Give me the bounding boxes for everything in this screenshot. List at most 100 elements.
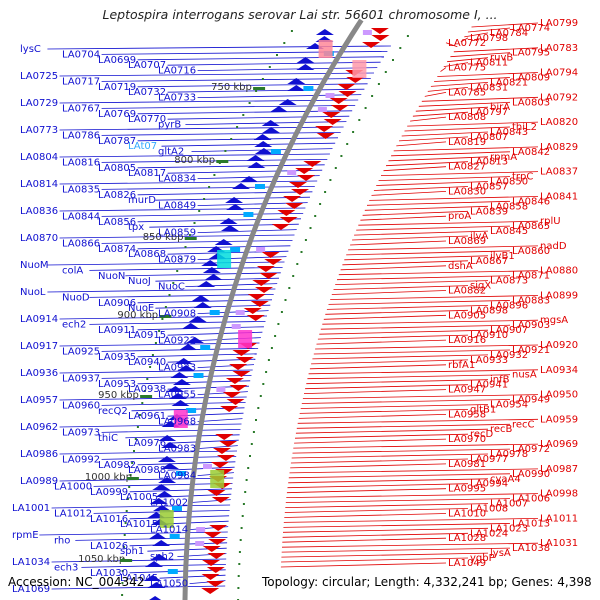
- connector-right: [348, 245, 539, 251]
- gene-label-left: LA0844: [62, 211, 100, 222]
- gene-label-right: LA0808: [448, 112, 486, 123]
- gene-label-right: LA0883: [512, 295, 550, 306]
- feature-reverse: [197, 281, 216, 287]
- gene-label-left: LA0989: [20, 476, 58, 487]
- gene-label-right: LA0998: [540, 489, 578, 500]
- gene-label-right: LA0784: [490, 28, 528, 39]
- scale-dot: [151, 354, 154, 356]
- feature-forward: [235, 357, 254, 363]
- feature-reverse: [143, 575, 162, 581]
- connector-left: [101, 105, 356, 109]
- feature-reverse: [145, 561, 164, 567]
- kbp-tick-label: 850 kbp: [143, 232, 184, 243]
- gene-label-left: LA0805: [98, 163, 136, 174]
- scale-dot: [352, 131, 355, 133]
- feature-forward: [246, 315, 265, 321]
- connector-right: [285, 503, 489, 508]
- scale-dot: [346, 143, 349, 145]
- connector-right: [293, 443, 539, 449]
- scale-dot: [242, 114, 245, 116]
- connector-left: [167, 61, 381, 66]
- feature-block: [203, 464, 212, 469]
- scale-dot: [244, 491, 247, 493]
- connector-right: [369, 196, 539, 201]
- connector-left: [101, 78, 371, 82]
- connector-right: [311, 359, 469, 365]
- gene-label-right: rbfA1: [448, 360, 475, 371]
- scale-dot: [125, 510, 128, 512]
- scale-dot: [283, 42, 286, 44]
- scale-dot: [284, 299, 287, 301]
- feature-reverse: [160, 463, 179, 469]
- scale-dot: [161, 318, 164, 320]
- connector-right: [460, 37, 469, 43]
- connector-right: [364, 205, 489, 211]
- connector-right: [323, 314, 447, 320]
- gene-label-right: LA0981: [448, 459, 486, 470]
- feature-forward: [371, 35, 390, 41]
- feature-forward: [297, 175, 316, 181]
- gene-label-right: LA0905: [448, 310, 486, 321]
- gene-label-right: LA0819: [448, 137, 486, 148]
- feature-forward: [232, 371, 251, 377]
- connector-right: [296, 423, 511, 429]
- feature-reverse: [226, 204, 245, 210]
- connector-right: [303, 389, 447, 394]
- gene-label-left: NuoD: [62, 292, 90, 303]
- gene-label-left: LA0787: [98, 136, 136, 147]
- connector-right: [283, 518, 539, 523]
- gene-label-left: LA0804: [20, 152, 58, 163]
- gene-label-right: LA0860: [512, 246, 550, 257]
- connector-left: [89, 267, 283, 271]
- connector-right: [308, 369, 539, 375]
- gene-label-left: LA0826: [98, 190, 136, 201]
- gene-label-left: NuoL: [20, 287, 46, 298]
- feature-cluster: [217, 250, 232, 268]
- connector-right: [440, 67, 447, 72]
- scale-dot: [262, 383, 265, 385]
- scale-dot: [238, 551, 241, 553]
- gene-label-left: LA1045: [120, 573, 158, 584]
- scale-dot: [129, 474, 132, 476]
- feature-reverse: [157, 456, 176, 462]
- connector-right: [430, 82, 489, 87]
- feature-forward: [211, 497, 230, 503]
- scale-dot: [265, 371, 268, 373]
- gene-label-left: LA0725: [20, 71, 58, 82]
- gene-label-right: LA1011: [540, 513, 578, 524]
- connector-left: [129, 542, 228, 547]
- connector-right: [313, 349, 511, 355]
- feature-reverse: [147, 582, 166, 588]
- scale-dot: [309, 227, 312, 229]
- gene-label-right: LA0821: [490, 77, 528, 88]
- gene-label-right: LA0845: [490, 226, 528, 237]
- connector-right: [350, 240, 447, 246]
- feature-forward: [315, 126, 334, 132]
- gene-label-left: LA0849: [158, 201, 196, 212]
- connector-right: [356, 225, 511, 231]
- connector-right: [338, 270, 539, 276]
- feature-reverse: [158, 477, 177, 483]
- scale-dot: [134, 438, 137, 440]
- gene-label-right: LA0871: [512, 271, 550, 282]
- connector-right: [281, 542, 539, 548]
- feature-forward: [362, 42, 381, 48]
- gene-label-right: nadD: [540, 241, 567, 252]
- connector-right: [290, 458, 469, 464]
- scale-dot: [249, 455, 251, 457]
- scale-dot: [128, 486, 131, 488]
- scale-dot: [377, 83, 380, 85]
- connector-right: [407, 121, 539, 127]
- scale-dot: [172, 282, 175, 284]
- gene-label-left: LA0786: [62, 130, 100, 141]
- connector-left: [101, 429, 241, 433]
- scale-dot: [300, 251, 303, 253]
- gene-label-right: LA1028: [448, 533, 486, 544]
- gene-label-right: LA0896: [490, 300, 528, 311]
- scale-dot: [213, 174, 216, 176]
- gene-label-right: LA0977: [470, 454, 508, 465]
- gene-label-right: LA0803: [512, 97, 550, 108]
- gene-label-left: rpmE: [12, 530, 39, 541]
- feature-reverse: [269, 106, 288, 112]
- connector-right: [291, 453, 489, 459]
